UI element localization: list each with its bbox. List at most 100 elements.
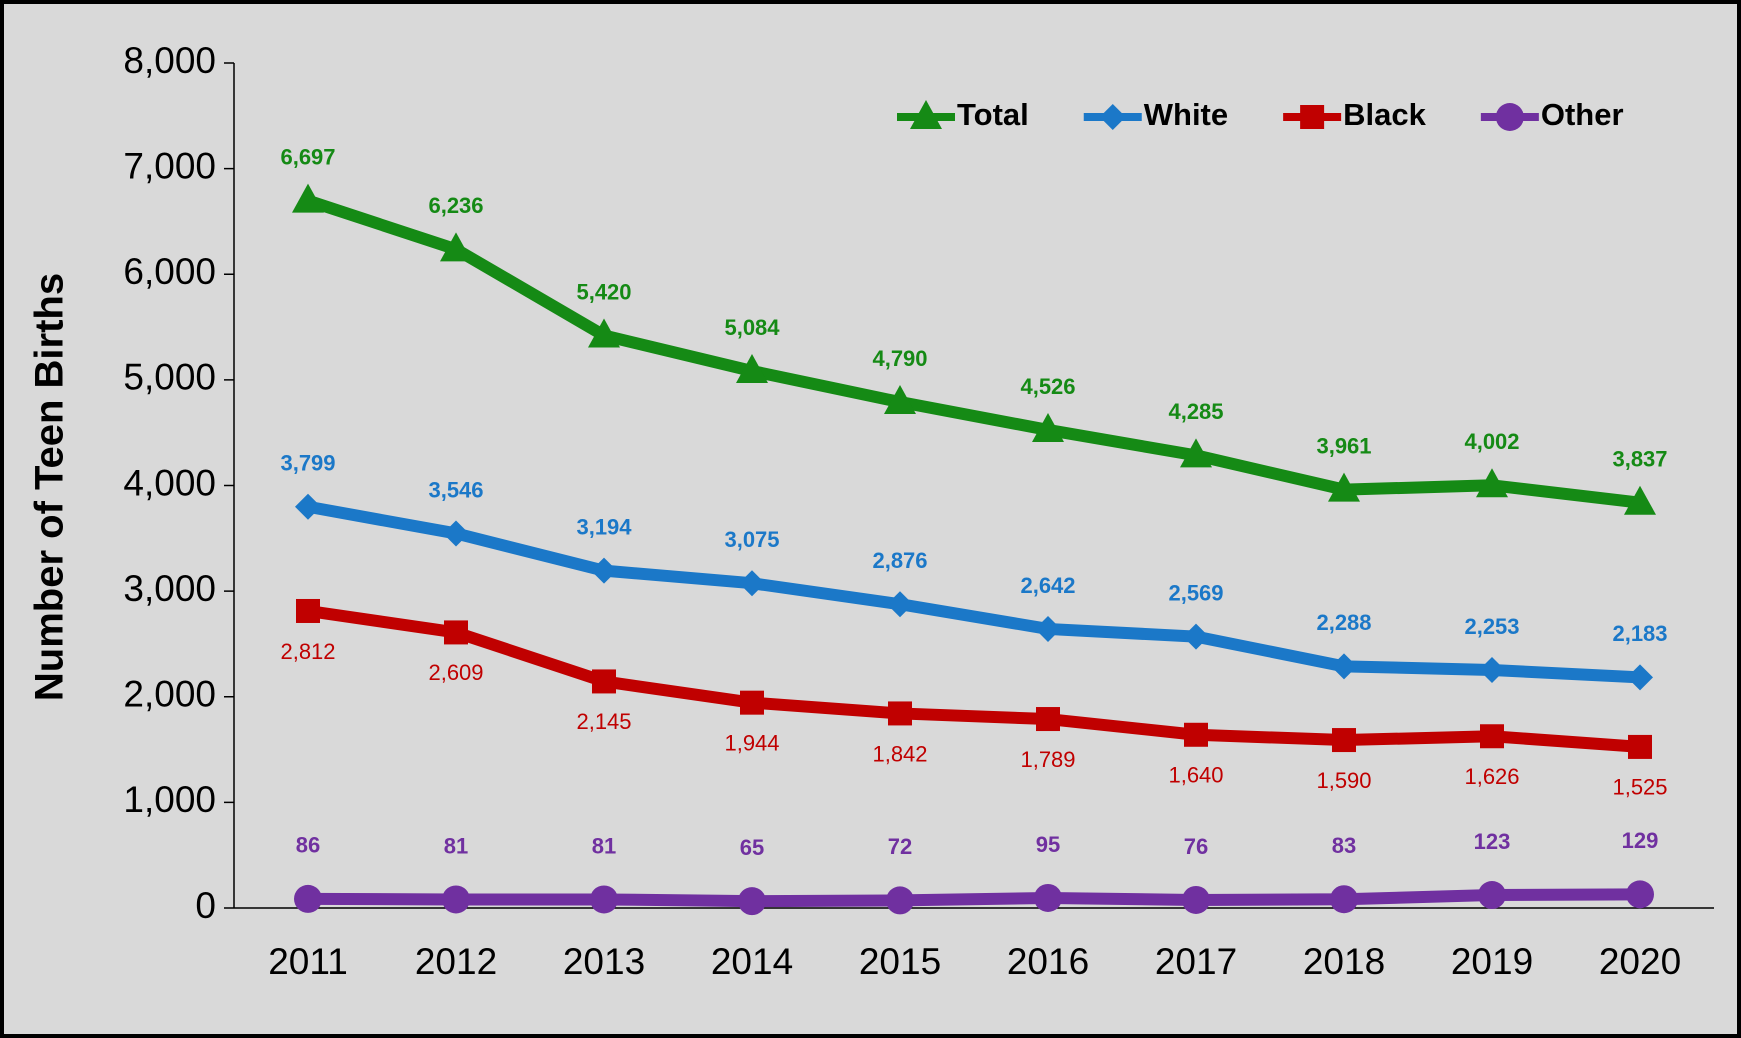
data-point — [740, 690, 764, 715]
x-tick-label: 2015 — [859, 941, 941, 982]
data-point — [1480, 724, 1504, 749]
data-label: 76 — [1184, 834, 1208, 859]
data-label: 3,546 — [428, 477, 483, 502]
data-point — [1035, 615, 1061, 642]
x-tick-label: 2014 — [711, 941, 793, 982]
data-point — [294, 884, 322, 913]
data-label: 83 — [1332, 833, 1356, 858]
data-point — [592, 669, 616, 694]
x-tick-label: 2013 — [563, 941, 645, 982]
series-line — [307, 888, 1641, 908]
data-point — [1032, 412, 1064, 442]
legend-marker — [1099, 104, 1126, 130]
x-tick-label: 2016 — [1007, 941, 1089, 982]
y-tick-label: 1,000 — [123, 779, 216, 820]
data-label: 2,288 — [1316, 610, 1371, 635]
data-label: 3,961 — [1316, 433, 1371, 458]
x-tick-label: 2020 — [1599, 941, 1681, 982]
data-label: 5,084 — [724, 315, 780, 340]
series-line — [306, 500, 1641, 684]
data-label: 4,790 — [872, 346, 927, 371]
series-line — [307, 605, 1641, 753]
legend-marker — [1495, 103, 1524, 131]
data-label: 3,194 — [576, 514, 632, 539]
data-point — [1182, 885, 1210, 914]
y-tick-label: 3,000 — [123, 568, 216, 609]
y-tick-label: 8,000 — [123, 40, 216, 81]
data-point — [1183, 623, 1209, 650]
data-label: 2,253 — [1464, 614, 1519, 639]
data-label: 65 — [740, 835, 764, 860]
data-label: 1,842 — [872, 741, 927, 766]
legend-marker — [1300, 105, 1325, 129]
data-label: 2,609 — [428, 660, 483, 685]
x-tick-label: 2017 — [1155, 941, 1237, 982]
data-label: 2,876 — [872, 548, 927, 573]
data-point — [888, 701, 912, 726]
data-label: 4,285 — [1168, 399, 1223, 424]
data-point — [738, 887, 766, 916]
data-point — [736, 354, 768, 384]
data-point — [1476, 468, 1508, 498]
data-point — [1624, 485, 1656, 515]
data-point — [1330, 885, 1358, 914]
y-tick-label: 4,000 — [123, 462, 216, 503]
data-point — [1036, 707, 1060, 732]
data-point — [296, 598, 320, 623]
data-point — [295, 493, 321, 520]
data-point — [1627, 664, 1653, 691]
series-line — [306, 194, 1641, 509]
data-label: 1,789 — [1020, 747, 1075, 772]
data-label: 2,812 — [280, 639, 335, 664]
data-label: 3,837 — [1612, 447, 1667, 472]
data-point — [1478, 881, 1506, 910]
data-label: 1,525 — [1612, 775, 1667, 800]
data-label: 129 — [1622, 828, 1659, 853]
data-label: 86 — [296, 833, 320, 858]
data-point — [588, 318, 620, 348]
data-label: 123 — [1474, 829, 1511, 854]
data-point — [1328, 472, 1360, 502]
data-label: 6,236 — [428, 193, 483, 218]
y-tick-label: 7,000 — [123, 145, 216, 186]
data-label: 72 — [888, 834, 912, 859]
data-point — [444, 620, 468, 645]
y-tick-label: 5,000 — [123, 357, 216, 398]
data-point — [1331, 653, 1357, 680]
legend-marker — [910, 100, 942, 129]
data-label: 3,075 — [724, 527, 779, 552]
data-point — [443, 520, 469, 547]
data-point — [1332, 728, 1356, 753]
data-point — [1034, 883, 1062, 912]
data-point — [739, 570, 765, 597]
data-label: 2,145 — [576, 709, 631, 734]
data-point — [1180, 438, 1212, 468]
legend-label: Total — [957, 97, 1029, 132]
y-tick-label: 0 — [195, 885, 216, 926]
data-label: 5,420 — [576, 279, 631, 304]
data-point — [292, 183, 324, 213]
x-tick-label: 2019 — [1451, 941, 1533, 982]
data-point — [886, 886, 914, 915]
data-label: 95 — [1036, 832, 1060, 857]
data-point — [591, 557, 617, 584]
x-tick-label: 2012 — [415, 941, 497, 982]
data-label: 4,526 — [1020, 374, 1075, 399]
data-label: 3,799 — [280, 451, 335, 476]
data-label: 81 — [444, 833, 468, 858]
legend-label: White — [1144, 97, 1228, 132]
data-label: 1,640 — [1168, 763, 1223, 788]
y-tick-label: 2,000 — [123, 674, 216, 715]
data-point — [1626, 880, 1654, 909]
y-axis-label: Number of Teen Births — [28, 273, 72, 701]
data-point — [884, 385, 916, 415]
data-point — [887, 591, 913, 618]
data-point — [440, 232, 472, 262]
legend-label: Other — [1541, 97, 1624, 132]
data-label: 2,642 — [1020, 573, 1075, 598]
data-label: 81 — [592, 833, 616, 858]
y-tick-label: 6,000 — [123, 251, 216, 292]
